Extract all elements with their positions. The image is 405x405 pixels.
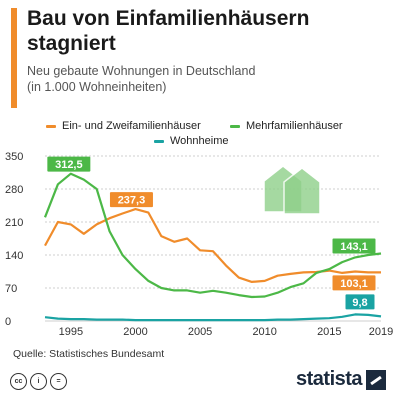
chart-title: Bau von Einfamilienhäusern stagniert [27, 7, 310, 55]
data-label: 143,1 [340, 241, 368, 253]
y-tick-label: 0 [5, 316, 11, 328]
x-tick-label: 1995 [59, 326, 83, 338]
legend-label-mehrfamilien: Mehrfamilienhäuser [246, 120, 343, 132]
series-line-1 [43, 172, 382, 299]
y-tick-label: 280 [5, 184, 23, 196]
legend-item-mehrfamilien: Mehrfamilienhäuser [230, 120, 343, 132]
subtitle-line-1: Neu gebaute Wohnungen in Deutschland [27, 64, 256, 78]
brand-name: statista [296, 368, 363, 390]
no-derivatives-icon: = [50, 373, 67, 390]
data-label: 103,1 [340, 278, 368, 290]
data-labels: 312,5 237,3 143,1 103,1 9,8 [47, 156, 376, 310]
x-axis-ticks: 1995 2000 2005 2010 2015 2019 [59, 326, 394, 338]
x-tick-label: 2015 [317, 326, 341, 338]
source-note: Quelle: Statistisches Bundesamt [13, 348, 165, 360]
title-accent-bar [11, 8, 17, 108]
cc-license-icon: cc [10, 373, 27, 390]
legend-swatch-green [230, 124, 240, 128]
legend-label-einfamilien: Ein- und Zweifamilienhäuser [62, 120, 201, 132]
line-chart: 1995 2000 2005 2010 2015 2019 0 70 140 210 280 350… [5, 151, 394, 338]
x-tick-label: 2010 [252, 326, 276, 338]
data-label-box [332, 238, 376, 254]
y-axis-ticks: 0 70 140 210 280 350 [5, 151, 23, 328]
series-line-2 [44, 313, 382, 322]
y-tick-label: 350 [5, 151, 23, 163]
data-label-box [109, 192, 153, 208]
legend-swatch-teal [154, 139, 164, 143]
x-tick-label: 2000 [123, 326, 147, 338]
attribution-icon: i [30, 373, 47, 390]
license-icons: cc i = [10, 373, 67, 390]
data-label-box [332, 275, 376, 291]
chart-legend: Ein- und Zweifamilienhäuser Mehrfamilien… [0, 116, 405, 152]
y-tick-label: 140 [5, 250, 23, 262]
statista-logo: statista [296, 368, 387, 391]
series-line-0 [44, 207, 381, 283]
x-tick-label: 2005 [188, 326, 212, 338]
house-icon [263, 165, 321, 215]
legend-item-wohnheime: Wohnheime [154, 135, 229, 147]
data-label-box [345, 294, 375, 310]
x-tick-label: 2019 [369, 326, 393, 338]
chart-series [43, 172, 382, 322]
subtitle-line-2: (in 1.000 Wohneinheiten) [27, 80, 167, 94]
y-tick-label: 70 [5, 283, 17, 295]
statista-logo-icon [366, 369, 387, 390]
chart-subtitle: Neu gebaute Wohnungen in Deutschland (in… [27, 63, 387, 95]
chart-grid [45, 155, 381, 322]
legend-label-wohnheime: Wohnheime [170, 135, 229, 147]
data-label: 312,5 [55, 159, 83, 171]
data-label: 9,8 [352, 297, 367, 309]
data-label: 237,3 [118, 195, 146, 207]
data-label-box [47, 156, 91, 172]
legend-swatch-orange [46, 124, 56, 128]
legend-item-einfamilien: Ein- und Zweifamilienhäuser [46, 120, 201, 132]
y-tick-label: 210 [5, 217, 23, 229]
